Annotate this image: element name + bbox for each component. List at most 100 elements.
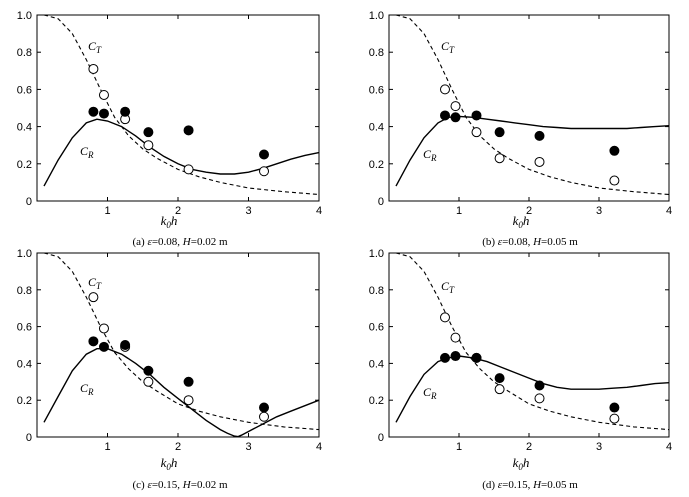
panel-d-cr-measured-point bbox=[440, 352, 450, 363]
panel-b-frame bbox=[388, 14, 670, 202]
panel-d: 0 0.2 0.4 0.6 0.8 1.0 1 2 3 4 CT CR k0h (d) ε=0.1… bbox=[369, 248, 672, 491]
panel-a-xtick-label: 3 bbox=[245, 205, 251, 217]
panel-d-frame bbox=[388, 252, 670, 438]
panel-b-ct-measured-point bbox=[440, 84, 450, 95]
panel-c-ytick-label: 0.2 bbox=[17, 395, 32, 407]
panel-b-ct-theory-line bbox=[395, 14, 670, 196]
panel-a-cr-measured-point bbox=[143, 127, 154, 138]
panel-c-cr-measured-point bbox=[98, 341, 109, 352]
panel-d-ytick-label: 1.0 bbox=[369, 248, 384, 260]
panel-a-ct-measured-point bbox=[259, 166, 270, 177]
panel-b-ct-measured-point bbox=[609, 175, 620, 186]
panel-b-xtick-label: 3 bbox=[596, 205, 602, 217]
panel-a-cr-measured-point bbox=[88, 106, 99, 117]
panel-d-cr-measured-point bbox=[494, 373, 505, 384]
panel-a-cr-measured-point bbox=[183, 125, 194, 136]
panel-c-cr-label: CR bbox=[80, 381, 94, 397]
panel-a-ct-theory-line bbox=[43, 14, 320, 196]
panel-b-ct-measured-point bbox=[471, 127, 482, 138]
panel-c-cr-theory-line bbox=[43, 348, 320, 438]
panel-d-ct-measured-point bbox=[440, 312, 450, 323]
panel-a-xtick-label: 2 bbox=[175, 205, 181, 217]
panel-c-xtick-label: 2 bbox=[175, 441, 181, 453]
panel-b-ytick-label: 0.8 bbox=[369, 47, 384, 59]
panel-b-xtick-label: 2 bbox=[526, 205, 532, 217]
panel-b-ct-measured-point bbox=[534, 156, 545, 167]
panel-b-ytick-label: 0.4 bbox=[369, 122, 384, 134]
panel-d-ct-label: CT bbox=[441, 279, 455, 295]
panel-b-ytick-label: 0 bbox=[378, 196, 384, 208]
panel-b-cr-measured-point bbox=[494, 127, 505, 138]
panel-a-cr-measured-point bbox=[259, 149, 270, 160]
panel-b: 0 0.2 0.4 0.6 0.8 1.0 1 2 3 4 CT CR k0h (b) ε=0.0… bbox=[369, 10, 672, 248]
panel-c: 0 0.2 0.4 0.6 0.8 1.0 1 2 3 4 CT CR k0h (c) ε=0.1… bbox=[17, 248, 322, 491]
panel-b-cr-measured-point bbox=[450, 112, 461, 123]
panel-a-xtick-label: 1 bbox=[104, 205, 110, 217]
panel-c-cr-measured-point bbox=[143, 365, 154, 376]
panel-a-ct-measured-point bbox=[143, 140, 154, 151]
panel-d-ct-theory-line bbox=[395, 252, 670, 431]
panel-d-xtick-label: 1 bbox=[456, 441, 462, 453]
panel-a-plot: 0 0.2 0.4 0.6 0.8 1.0 1 2 3 4 bbox=[17, 10, 322, 217]
panel-a-ct-measured-point bbox=[183, 164, 194, 175]
panel-a-ytick-label: 1.0 bbox=[17, 10, 32, 22]
panel-b-ct-label: CT bbox=[441, 39, 455, 55]
panel-c-cr-measured-point bbox=[183, 376, 194, 387]
panel-c-ct-measured-point bbox=[143, 376, 154, 387]
panel-c-cr-measured-point bbox=[120, 340, 131, 350]
panel-c-ytick-label: 0 bbox=[26, 432, 32, 444]
panel-b-cr-label: CR bbox=[423, 147, 437, 163]
panel-d-ytick-label: 0.6 bbox=[369, 322, 384, 334]
panel-a-ct-measured-point bbox=[98, 89, 109, 100]
panel-a-ct-label: CT bbox=[88, 39, 102, 55]
panel-c-plot: 0 0.2 0.4 0.6 0.8 1.0 1 2 3 4 bbox=[17, 248, 322, 453]
panel-c-ytick-label: 1.0 bbox=[17, 248, 32, 260]
panel-a-frame bbox=[36, 14, 320, 202]
panel-a-cr-measured-point bbox=[98, 108, 109, 119]
panel-c-ct-measured-point bbox=[259, 411, 270, 422]
panel-a-ytick-label: 0.6 bbox=[17, 84, 32, 96]
panel-b-cr-theory-line bbox=[395, 115, 670, 187]
panel-d-cr-measured-point bbox=[534, 380, 545, 391]
panel-d-cr-measured-point bbox=[609, 402, 620, 413]
panel-d-ct-measured-point bbox=[609, 413, 620, 424]
panel-a-cr-label: CR bbox=[80, 144, 94, 160]
panel-d-xtick-label: 2 bbox=[526, 441, 532, 453]
panel-c-ytick-label: 0.6 bbox=[17, 322, 32, 334]
panel-a-ytick-label: 0.2 bbox=[17, 159, 32, 171]
panel-c-cr-measured-point bbox=[88, 336, 99, 347]
panel-c-cr-measured-point bbox=[259, 402, 270, 413]
panel-d-ct-measured-point bbox=[534, 393, 545, 404]
panel-b-cr-measured-point bbox=[534, 130, 545, 141]
panel-b-xlabel: k0h bbox=[513, 213, 530, 230]
panel-c-xtick-label: 4 bbox=[316, 441, 322, 453]
panel-a: 0 0.2 0.4 0.6 0.8 1.0 1 2 3 4 CT CR k0h (a) ε=0.0… bbox=[17, 10, 322, 248]
panel-c-ct-label: CT bbox=[88, 275, 102, 291]
panel-d-xlabel: k0h bbox=[513, 455, 530, 472]
panel-b-ct-measured-point bbox=[494, 153, 505, 164]
panel-c-ytick-label: 0.4 bbox=[17, 358, 32, 370]
panel-c-xtick-label: 1 bbox=[104, 441, 110, 453]
panel-b-cr-measured-point bbox=[609, 145, 620, 156]
panel-b-xtick-label: 1 bbox=[456, 205, 462, 217]
panel-d-ytick-label: 0.2 bbox=[369, 395, 384, 407]
panel-a-ytick-label: 0.4 bbox=[17, 122, 32, 134]
panel-c-ytick-label: 0.8 bbox=[17, 285, 32, 297]
panel-b-ct-measured-point bbox=[450, 101, 461, 112]
panel-c-caption: (c) ε=0.15, H=0.02 m bbox=[133, 479, 228, 491]
panel-d-ytick-label: 0 bbox=[378, 432, 384, 444]
panel-a-xlabel: k0h bbox=[161, 213, 178, 230]
panel-a-ct-measured-point bbox=[88, 63, 99, 74]
panel-a-cr-measured-point bbox=[120, 106, 131, 117]
panel-c-xlabel: k0h bbox=[161, 455, 178, 472]
panel-d-cr-label: CR bbox=[423, 385, 437, 401]
panel-d-ytick-label: 0.4 bbox=[369, 358, 384, 370]
panel-a-cr-theory-line bbox=[43, 118, 320, 187]
panel-b-cr-measured-point bbox=[440, 110, 450, 121]
panel-b-ytick-label: 1.0 bbox=[369, 10, 384, 22]
panel-d-xtick-label: 4 bbox=[666, 441, 672, 453]
panel-c-frame bbox=[36, 252, 320, 438]
panel-d-ct-measured-point bbox=[494, 384, 505, 395]
panel-d-ct-measured-point bbox=[450, 332, 461, 343]
panel-d-cr-theory-line bbox=[395, 355, 670, 423]
